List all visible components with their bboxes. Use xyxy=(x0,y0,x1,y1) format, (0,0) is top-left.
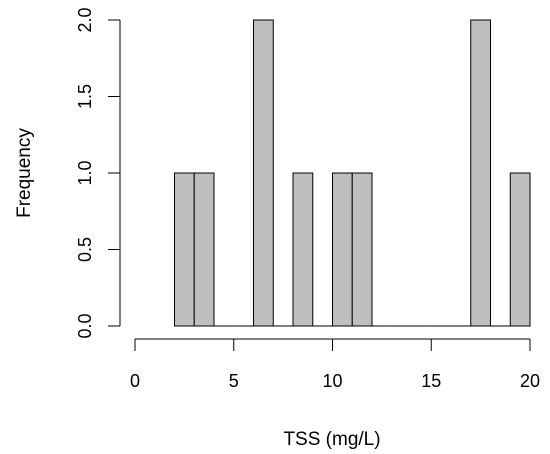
histogram-bar-8 xyxy=(332,172,353,327)
histogram-bar-1 xyxy=(193,172,215,327)
histogram-bar-17 xyxy=(509,172,531,327)
x-tick-label-2: 10 xyxy=(322,371,342,391)
y-tick-label-1: 0.5 xyxy=(75,237,95,262)
y-tick-label-2: 1.0 xyxy=(75,160,95,185)
y-tick-label-4: 2.0 xyxy=(75,7,95,32)
histogram-bar-6 xyxy=(292,172,314,327)
y-axis: 0.0 0.5 1.0 1.5 2.0 xyxy=(75,7,121,339)
x-tick-label-3: 15 xyxy=(421,371,441,391)
histogram-bars xyxy=(174,19,531,327)
x-tick-label-4: 20 xyxy=(520,371,540,391)
x-axis-label: TSS (mg/L) xyxy=(283,429,380,450)
x-tick-label-1: 5 xyxy=(229,371,239,391)
histogram-bar-0 xyxy=(174,172,195,327)
y-tick-label-0: 0.0 xyxy=(75,313,95,338)
x-tick-label-0: 0 xyxy=(130,371,140,391)
y-tick-label-3: 1.5 xyxy=(75,84,95,109)
histogram-bar-4 xyxy=(253,19,274,327)
x-axis: 0 5 10 15 20 xyxy=(130,338,540,391)
histogram-bar-15 xyxy=(470,19,491,327)
histogram-bar-9 xyxy=(351,172,373,327)
y-axis-label: Frequency xyxy=(14,128,35,218)
